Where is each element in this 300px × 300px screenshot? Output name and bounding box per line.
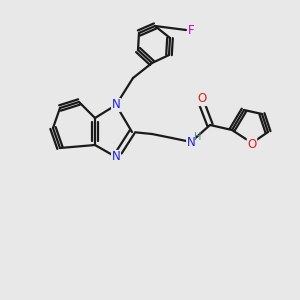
Text: F: F [188,23,194,37]
Text: N: N [112,151,120,164]
Text: O: O [248,137,256,151]
Text: H: H [194,132,202,142]
Text: N: N [187,136,195,148]
Text: O: O [197,92,207,106]
Text: N: N [112,98,120,112]
